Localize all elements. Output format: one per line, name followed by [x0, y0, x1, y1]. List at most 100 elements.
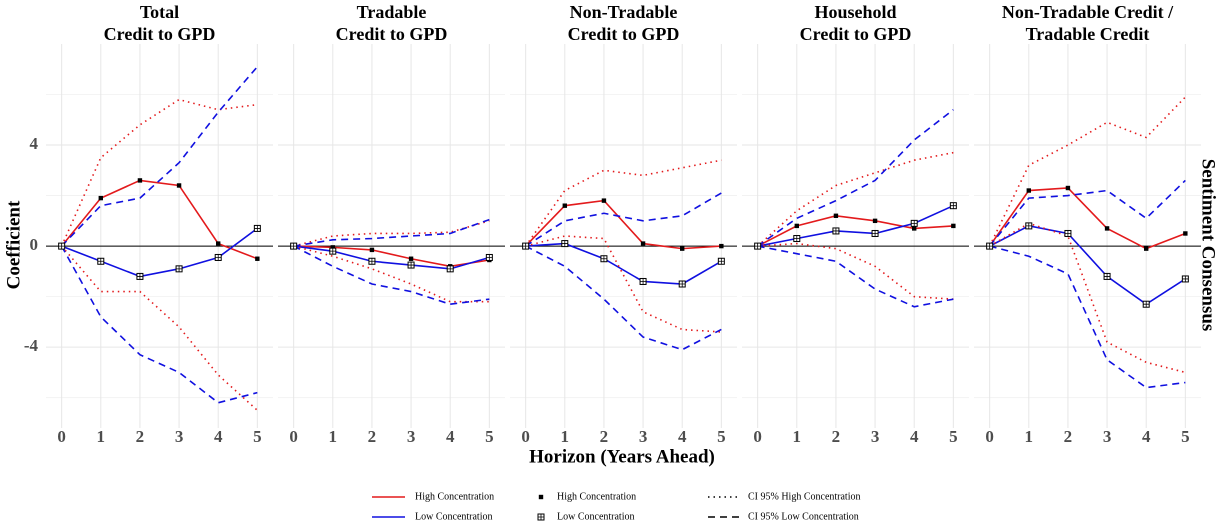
marker	[1181, 275, 1189, 283]
marker	[446, 265, 454, 273]
legend-label: CI 95% Low Concentration	[748, 511, 859, 522]
x-tick-label: 2	[136, 427, 145, 446]
marker-cross	[447, 265, 454, 272]
marker-cross	[754, 243, 761, 250]
marker	[754, 242, 762, 250]
series-line	[525, 199, 722, 250]
x-tick-label: 2	[368, 427, 377, 446]
x-tick-label: 1	[97, 427, 106, 446]
x-tick-label: 5	[949, 427, 958, 446]
marker	[176, 183, 182, 188]
series-line	[525, 159, 722, 247]
x-tick-label: 2	[1064, 427, 1073, 446]
marker	[1026, 188, 1031, 193]
marker-cross	[368, 258, 375, 265]
x-tick-label: 3	[175, 427, 184, 446]
series-line	[757, 242, 954, 300]
legend-label: Low Concentration	[415, 511, 492, 522]
marker-cross	[58, 243, 65, 250]
x-tick-label: 3	[1103, 427, 1112, 446]
marker	[986, 242, 994, 250]
series-line	[293, 218, 490, 247]
series-line	[988, 96, 1186, 247]
series-line	[989, 245, 1186, 389]
marker	[485, 253, 493, 261]
marker	[640, 241, 646, 246]
marker	[329, 247, 337, 255]
marker	[175, 265, 183, 273]
series-line	[61, 245, 258, 411]
marker	[58, 242, 66, 250]
panel-title: Credit to GPD	[800, 24, 912, 44]
marker	[369, 247, 375, 253]
marker	[794, 223, 799, 229]
panel-title: Household	[814, 2, 896, 22]
marker-cross	[679, 281, 686, 287]
marker-cross	[290, 243, 297, 250]
series-line	[61, 66, 258, 247]
series-line	[61, 227, 258, 278]
x-tick-label: 4	[910, 427, 919, 446]
y-tick-label: -4	[24, 336, 39, 355]
y-tick-label: 4	[30, 134, 39, 153]
marker	[408, 256, 414, 261]
marker-cross	[986, 243, 993, 250]
marker	[216, 241, 221, 246]
series-line	[525, 192, 722, 247]
marker-cross	[136, 273, 143, 280]
marker	[680, 246, 685, 251]
marker-cross	[872, 230, 879, 237]
x-tick-label: 3	[639, 427, 648, 446]
marker	[253, 224, 261, 232]
panel-title: Credit to GPD	[568, 24, 680, 44]
x-tick-label: 0	[985, 427, 994, 446]
marker	[368, 257, 376, 265]
x-tick-label: 0	[521, 427, 530, 446]
marker-cross	[254, 225, 261, 232]
marker	[98, 195, 103, 201]
y-axis-label: Coefficient	[3, 200, 24, 289]
marker-cross	[329, 248, 336, 255]
strip-label: Sentiment Consensus	[1198, 159, 1219, 332]
marker	[601, 198, 607, 203]
marker	[872, 218, 878, 224]
marker-cross	[486, 254, 493, 261]
marker-cross	[408, 262, 415, 269]
marker-cross	[1064, 230, 1071, 237]
panel-title: Total	[140, 2, 179, 22]
series-line	[61, 179, 258, 260]
marker-cross	[793, 235, 800, 242]
marker	[949, 202, 957, 210]
series-line	[989, 179, 1186, 247]
series-line	[293, 245, 490, 268]
x-tick-label: 0	[289, 427, 298, 446]
x-tick-label: 4	[678, 427, 687, 446]
marker	[136, 272, 144, 280]
marker-cross	[718, 258, 725, 265]
marker-cross	[1025, 222, 1032, 229]
x-tick-label: 5	[485, 427, 494, 446]
x-tick-label: 4	[446, 427, 455, 446]
marker	[1104, 226, 1110, 231]
x-tick-label: 1	[329, 427, 338, 446]
x-tick-label: 1	[793, 427, 802, 446]
marker-cross	[1182, 275, 1189, 282]
series-line	[989, 187, 1186, 250]
marker	[97, 257, 105, 265]
panel-title: Tradable	[357, 2, 427, 22]
legend-label: CI 95% High Concentration	[748, 491, 860, 502]
x-tick-label: 3	[407, 427, 416, 446]
series-line	[293, 245, 490, 306]
marker	[600, 255, 608, 263]
panel-title: Non-Tradable Credit /	[1002, 2, 1174, 22]
series-line	[293, 245, 490, 270]
panel-title: Non-Tradable	[570, 2, 678, 22]
marker	[1025, 222, 1033, 230]
legend-label: Low Concentration	[557, 511, 634, 522]
marker	[255, 256, 260, 261]
marker-cross	[522, 243, 529, 250]
marker	[1142, 300, 1150, 308]
marker-cross	[538, 514, 544, 520]
marker	[1064, 229, 1072, 237]
